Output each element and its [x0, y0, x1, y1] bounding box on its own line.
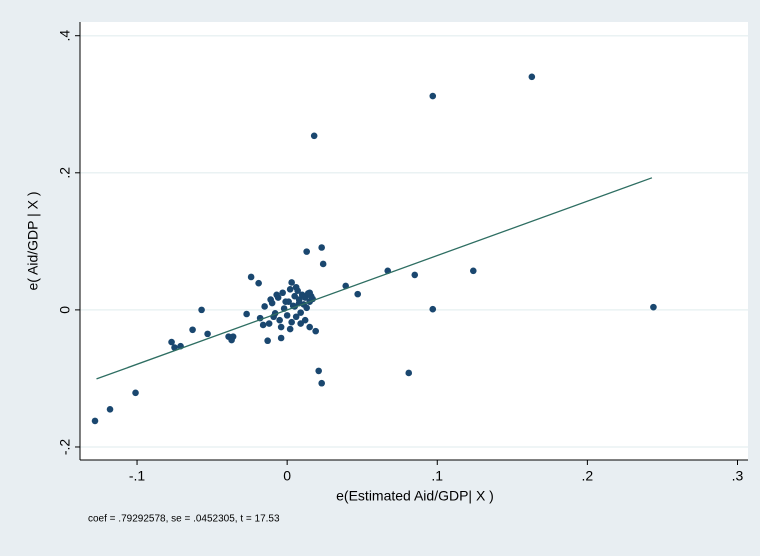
x-tick-label: -.1	[129, 468, 146, 484]
point	[318, 244, 325, 251]
point	[106, 405, 114, 413]
point	[228, 336, 235, 344]
point	[91, 417, 99, 425]
point	[243, 310, 250, 318]
point	[411, 271, 419, 279]
fit-line	[96, 177, 653, 380]
point	[267, 296, 274, 303]
point	[469, 267, 477, 275]
point	[261, 303, 268, 310]
point	[429, 305, 437, 313]
y-tick-label: 0	[57, 306, 73, 314]
point	[291, 292, 298, 300]
point	[288, 279, 295, 286]
point	[288, 318, 295, 326]
point	[303, 248, 310, 255]
point	[292, 283, 300, 291]
y-tick-label: -.2	[57, 439, 73, 456]
point	[286, 286, 294, 293]
point	[247, 273, 255, 281]
x-tick-label: .3	[732, 468, 744, 484]
point	[319, 260, 327, 268]
point	[303, 304, 310, 312]
y-axis-title: e( Aid/GDP | X )	[25, 191, 41, 290]
point	[315, 367, 322, 375]
point	[264, 337, 271, 345]
y-tick-label: .2	[57, 167, 73, 179]
point	[171, 344, 178, 351]
point	[650, 303, 657, 311]
point	[276, 316, 283, 324]
x-tick-label: .2	[582, 468, 594, 484]
point	[429, 92, 437, 100]
point	[310, 132, 318, 140]
point	[354, 290, 362, 298]
point	[189, 326, 196, 334]
point	[255, 279, 262, 287]
point	[297, 309, 304, 316]
point	[259, 321, 267, 329]
point	[528, 73, 536, 81]
plot-area	[80, 22, 748, 460]
point	[283, 312, 291, 319]
point	[292, 313, 300, 321]
point	[282, 298, 289, 305]
point	[301, 316, 309, 324]
point	[273, 291, 280, 299]
point	[132, 389, 139, 397]
point	[405, 369, 413, 377]
point	[279, 289, 286, 297]
point	[318, 379, 325, 387]
y-tick-label: .4	[57, 30, 73, 42]
point	[277, 323, 285, 331]
x-axis-title: e(Estimated Aid/GDP| X )	[336, 488, 494, 504]
x-tick-label: 0	[283, 468, 291, 484]
point	[168, 338, 175, 346]
point	[277, 334, 285, 342]
point	[265, 320, 273, 327]
point	[198, 306, 205, 314]
x-tick-label: .1	[431, 468, 443, 484]
point	[204, 330, 211, 338]
point	[306, 289, 313, 297]
point	[306, 323, 313, 331]
point	[297, 320, 304, 327]
point	[312, 327, 319, 335]
note: coef = .79292578, se = .0452305, t = 17.…	[88, 514, 280, 525]
point	[286, 325, 294, 333]
